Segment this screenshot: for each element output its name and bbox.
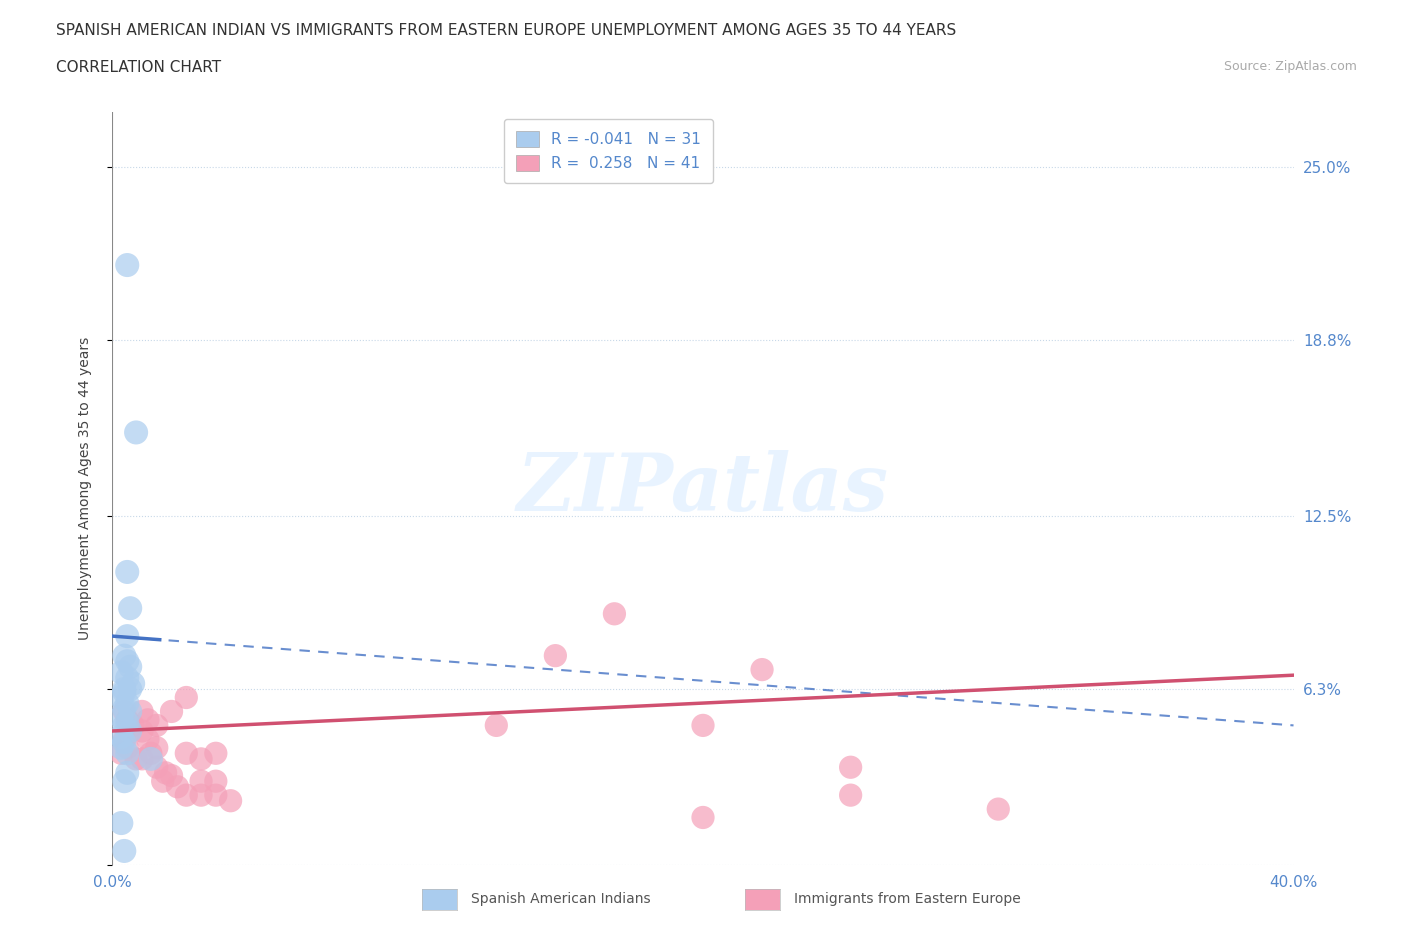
Point	[751, 662, 773, 677]
Point	[146, 718, 169, 733]
Point	[117, 715, 138, 730]
Point	[136, 712, 159, 727]
Point	[112, 844, 135, 858]
Point	[146, 760, 169, 775]
Y-axis label: Unemployment Among Ages 35 to 44 years: Unemployment Among Ages 35 to 44 years	[77, 337, 91, 640]
Point	[139, 751, 162, 766]
Point	[174, 690, 197, 705]
Point	[125, 425, 148, 440]
Point	[120, 724, 142, 738]
Point	[110, 665, 132, 680]
Point	[117, 629, 138, 644]
Text: Spanish American Indians: Spanish American Indians	[471, 892, 651, 907]
Point	[120, 704, 142, 719]
Legend: R = -0.041   N = 31, R =  0.258   N = 41: R = -0.041 N = 31, R = 0.258 N = 41	[503, 119, 713, 183]
Point	[117, 671, 138, 685]
Point	[110, 740, 132, 755]
Point	[190, 788, 212, 803]
Point	[139, 746, 162, 761]
Point	[603, 606, 626, 621]
Point	[117, 746, 138, 761]
Point	[117, 565, 138, 579]
Text: SPANISH AMERICAN INDIAN VS IMMIGRANTS FROM EASTERN EUROPE UNEMPLOYMENT AMONG AGE: SPANISH AMERICAN INDIAN VS IMMIGRANTS FR…	[56, 23, 956, 38]
Point	[120, 659, 142, 674]
Point	[146, 740, 169, 755]
Point	[839, 788, 862, 803]
Text: ZIPatlas: ZIPatlas	[517, 449, 889, 527]
Point	[131, 724, 153, 738]
Point	[131, 704, 153, 719]
Point	[485, 718, 508, 733]
Point	[125, 751, 148, 766]
Point	[692, 718, 714, 733]
Point	[120, 724, 142, 738]
Point	[205, 774, 228, 789]
Point	[839, 760, 862, 775]
Point	[117, 654, 138, 669]
Point	[174, 788, 197, 803]
Point	[190, 774, 212, 789]
Point	[174, 746, 197, 761]
Point	[110, 690, 132, 705]
Point	[122, 676, 145, 691]
Point	[110, 710, 132, 724]
Point	[110, 816, 132, 830]
Point	[112, 732, 135, 747]
Point	[131, 751, 153, 766]
Point	[110, 746, 132, 761]
Point	[112, 701, 135, 716]
Point	[117, 258, 138, 272]
Point	[160, 768, 183, 783]
Point	[117, 712, 138, 727]
Point	[205, 788, 228, 803]
Point	[120, 682, 142, 697]
Point	[205, 746, 228, 761]
Point	[120, 601, 142, 616]
Point	[112, 704, 135, 719]
Point	[136, 732, 159, 747]
Point	[155, 765, 177, 780]
Text: Source: ZipAtlas.com: Source: ZipAtlas.com	[1223, 60, 1357, 73]
Text: CORRELATION CHART: CORRELATION CHART	[56, 60, 221, 75]
Point	[112, 735, 135, 750]
Point	[160, 704, 183, 719]
Point	[112, 648, 135, 663]
Point	[110, 729, 132, 744]
Point	[122, 718, 145, 733]
Point	[166, 779, 188, 794]
Text: Immigrants from Eastern Europe: Immigrants from Eastern Europe	[794, 892, 1021, 907]
Point	[112, 774, 135, 789]
Point	[190, 751, 212, 766]
Point	[692, 810, 714, 825]
Point	[112, 718, 135, 733]
Point	[987, 802, 1010, 817]
Point	[544, 648, 567, 663]
Point	[152, 774, 174, 789]
Point	[117, 765, 138, 780]
Point	[117, 740, 138, 755]
Point	[112, 682, 135, 697]
Point	[219, 793, 242, 808]
Point	[112, 684, 135, 699]
Point	[117, 696, 138, 711]
